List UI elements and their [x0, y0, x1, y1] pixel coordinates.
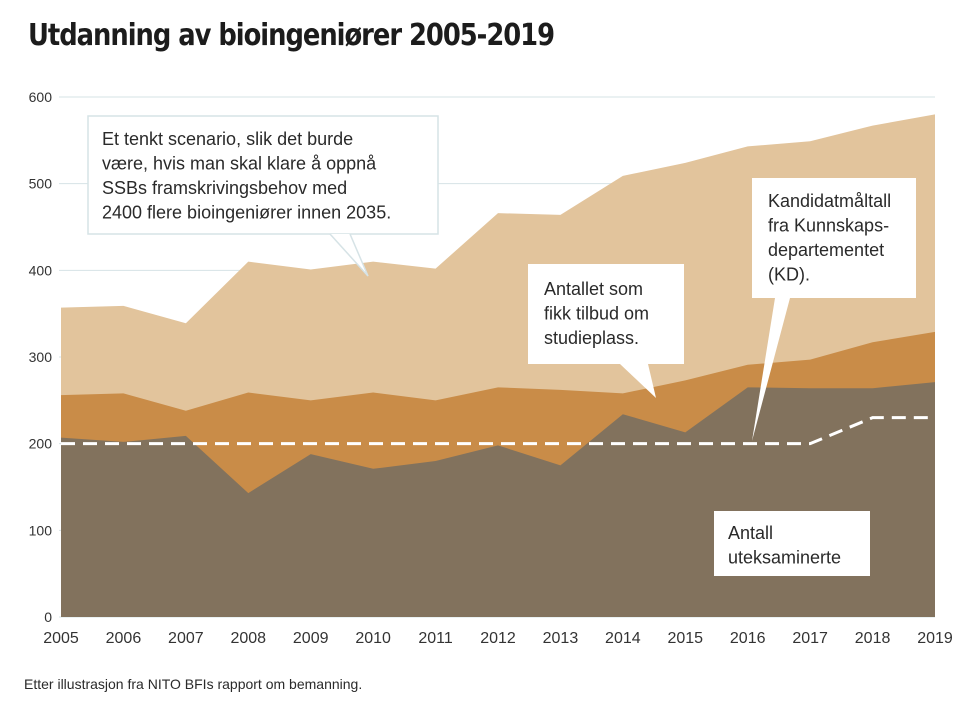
y-tick-label: 300: [29, 349, 53, 365]
callout-pointer: [752, 298, 790, 441]
source-note: Etter illustrasjon fra NITO BFIs rapport…: [24, 676, 363, 692]
x-tick-label: 2009: [293, 630, 329, 647]
callout-text-line: Antall: [728, 523, 773, 543]
line-series: [61, 416, 935, 446]
y-tick-label: 100: [29, 522, 53, 538]
callout-graduates: Antall uteksaminerte: [714, 511, 870, 576]
callout-box: [714, 511, 870, 576]
y-tick-label: 0: [44, 609, 52, 625]
x-tick-label: 2018: [855, 630, 891, 647]
callout-box: [528, 264, 684, 364]
annotations: Et tenkt scenario, slik det burde være, h…: [87, 115, 916, 576]
x-tick-label: 2005: [43, 630, 79, 647]
x-tick-label: 2013: [543, 630, 579, 647]
callout-text-line: SSBs framskrivingsbehov med: [102, 178, 347, 198]
x-tick-label: 2006: [106, 630, 142, 647]
callout-kd-target: Kandidatmåltall fra Kunnskaps-departement…: [752, 178, 916, 441]
callout-pointer-outline: [329, 233, 369, 277]
x-tick-label: 2012: [480, 630, 516, 647]
x-tick-label: 2014: [605, 630, 641, 647]
callout-text-line: fra Kunnskaps-: [768, 216, 889, 236]
callout-text-line: Et tenkt scenario, slik det burde: [102, 129, 353, 149]
callout-text-line: fikk tilbud om: [544, 304, 649, 324]
y-tick-label: 200: [29, 436, 53, 452]
x-tick-label: 2011: [418, 630, 453, 647]
callout-scenario: Et tenkt scenario, slik det burde være, h…: [87, 115, 439, 277]
callout-pointer: [620, 364, 656, 398]
x-tick-label: 2017: [792, 630, 828, 647]
callout-box: [752, 178, 916, 298]
callout-text-line: Kandidatmåltall: [768, 191, 891, 211]
callout-text-line: studieplass.: [544, 328, 639, 348]
y-tick-label: 400: [29, 262, 53, 278]
callout-text-line: (KD).: [768, 265, 810, 285]
x-tick-label: 2010: [355, 630, 391, 647]
x-tick-label: 2016: [730, 630, 766, 647]
callout-box: [87, 115, 439, 235]
x-tick-label: 2015: [667, 630, 703, 647]
callout-text-line: 2400 flere bioingeniører innen 2035.: [102, 203, 391, 223]
y-axis: 0 100 200 300 400 500 600: [29, 89, 53, 625]
dashed-line-kd-target: [61, 416, 935, 446]
callout-text-line: være, hvis man skal klare å oppnå: [102, 154, 377, 174]
chart-title: Utdanning av bioingeniører 2005-2019: [28, 18, 555, 53]
x-tick-label: 2019: [917, 630, 953, 647]
callout-text-line: departementet: [768, 240, 884, 260]
callout-text-line: uteksaminerte: [728, 548, 841, 568]
callout-text-line: Antallet som: [544, 279, 643, 299]
y-tick-label: 600: [29, 89, 53, 105]
y-tick-label: 500: [29, 176, 53, 192]
x-tick-label: 2007: [168, 630, 204, 647]
x-axis: 2005 2006 2007 2008 2009 2010 2011 2012 2013 2014…: [43, 630, 953, 647]
callout-offered-places: Antallet som fikk tilbud om studieplass.: [528, 264, 684, 398]
x-tick-label: 2008: [230, 630, 266, 647]
